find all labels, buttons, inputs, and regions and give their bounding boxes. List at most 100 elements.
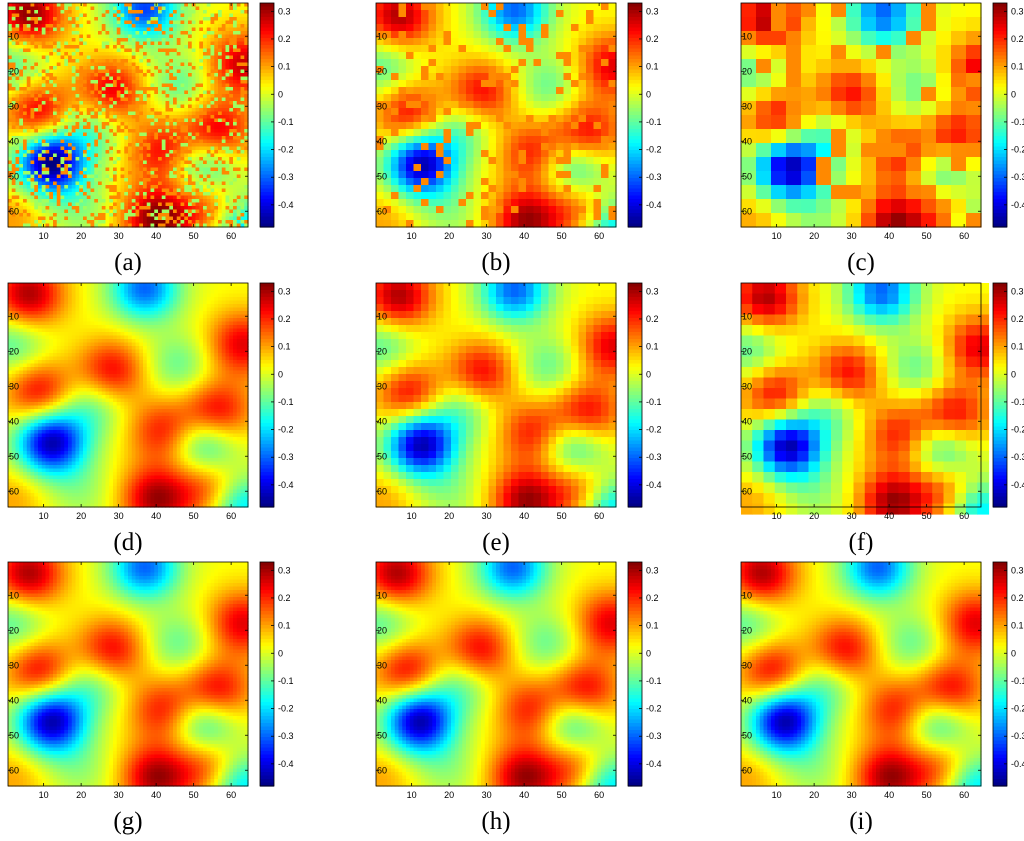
heatmap-cell — [49, 192, 53, 196]
heatmap-cell — [534, 150, 542, 158]
heatmap-cell — [34, 119, 38, 123]
heatmap-cell — [64, 70, 68, 74]
heatmap-cell — [68, 98, 72, 102]
heatmap-cell — [229, 21, 233, 25]
heatmap-cell — [98, 80, 102, 84]
heatmap-cell — [218, 206, 222, 210]
heatmap-cell — [229, 84, 233, 88]
heatmap-cell — [53, 38, 57, 42]
heatmap-cell — [154, 56, 158, 60]
heatmap-cell — [124, 112, 128, 116]
heatmap-cell — [64, 164, 68, 168]
heatmap-cell — [154, 66, 158, 70]
heatmap-cell — [188, 91, 192, 95]
heatmap-cell — [94, 28, 98, 32]
heatmap-cell — [143, 136, 147, 140]
heatmap-cell — [53, 210, 57, 214]
heatmap-cell — [241, 14, 245, 18]
x-tick-label: 30 — [114, 231, 124, 241]
heatmap-cell — [38, 175, 42, 179]
heatmap-cell — [474, 17, 482, 25]
heatmap-cell — [218, 189, 222, 193]
heatmap-cell — [64, 140, 68, 144]
heatmap-cell — [391, 129, 399, 137]
heatmap-cell — [229, 122, 233, 126]
heatmap-cell — [188, 136, 192, 140]
heatmap-cell — [406, 80, 414, 88]
heatmap-cell — [64, 7, 68, 11]
heatmap-cell — [181, 94, 185, 98]
colorbar-tick-label: -0.3 — [278, 172, 294, 182]
heatmap-cell — [571, 129, 579, 137]
heatmap-cell — [79, 52, 83, 56]
heatmap-cell — [98, 133, 102, 137]
heatmap-cell — [177, 87, 181, 91]
heatmap-cell — [143, 178, 147, 182]
heatmap-cell — [94, 189, 98, 193]
heatmap-cell — [53, 70, 57, 74]
heatmap-cell — [451, 122, 459, 130]
heatmap-cell — [12, 161, 16, 165]
heatmap-cell — [34, 108, 38, 112]
heatmap-cell — [128, 94, 132, 98]
heatmap-cell — [94, 199, 98, 203]
heatmap-cell — [31, 175, 35, 179]
heatmap-cell — [49, 56, 53, 60]
heatmap-cell — [19, 203, 23, 207]
heatmap-cell — [154, 154, 158, 158]
heatmap-cell — [496, 3, 504, 11]
heatmap-cell — [128, 77, 132, 81]
heatmap-cell — [136, 45, 140, 49]
heatmap-cell — [414, 59, 422, 67]
heatmap-cell — [399, 87, 407, 95]
heatmap-cell — [106, 196, 110, 200]
heatmap-cell — [151, 35, 155, 39]
heatmap-cell — [571, 164, 579, 172]
heatmap-cell — [511, 17, 519, 25]
heatmap-cell — [121, 3, 125, 7]
heatmap-cell — [229, 98, 233, 102]
heatmap-cell — [49, 217, 53, 221]
heatmap-cell — [534, 59, 542, 67]
heatmap-cell — [166, 42, 170, 46]
heatmap-cell — [87, 108, 91, 112]
heatmap-cell — [16, 154, 20, 158]
heatmap-cell — [241, 49, 245, 53]
heatmap-cell — [444, 52, 452, 60]
heatmap-cell — [196, 199, 200, 203]
heatmap-cell — [12, 59, 16, 63]
heatmap-cell — [42, 73, 46, 77]
heatmap-cell — [42, 66, 46, 70]
heatmap-cell — [76, 140, 80, 144]
heatmap-cell — [72, 94, 76, 98]
heatmap-cell — [121, 178, 125, 182]
heatmap-cell — [57, 199, 61, 203]
heatmap-cell — [87, 161, 91, 165]
heatmap-cell — [113, 56, 117, 60]
heatmap-cell — [226, 17, 230, 21]
heatmap-cell — [139, 182, 143, 186]
heatmap-cell — [64, 63, 68, 67]
heatmap-cell — [94, 35, 98, 39]
heatmap-cell — [46, 175, 50, 179]
heatmap-cell — [139, 122, 143, 126]
heatmap-cell — [196, 185, 200, 189]
heatmap-cell — [519, 10, 527, 18]
heatmap-cell — [466, 150, 474, 158]
heatmap-cell — [519, 38, 527, 46]
heatmap-cell — [46, 171, 50, 175]
heatmap-cell — [27, 52, 31, 56]
heatmap-cell — [117, 52, 121, 56]
heatmap-cell — [237, 87, 241, 91]
heatmap-cell — [496, 87, 504, 95]
heatmap-cell — [489, 94, 497, 102]
heatmap-cell — [98, 38, 102, 42]
heatmap-cell — [76, 203, 80, 207]
heatmap-cell — [184, 101, 188, 105]
heatmap-cell — [94, 21, 98, 25]
heatmap-cell — [211, 14, 215, 18]
heatmap-cell — [226, 73, 230, 77]
heatmap-cell — [53, 10, 57, 14]
heatmap-cell — [192, 14, 196, 18]
heatmap-cell — [132, 115, 136, 119]
